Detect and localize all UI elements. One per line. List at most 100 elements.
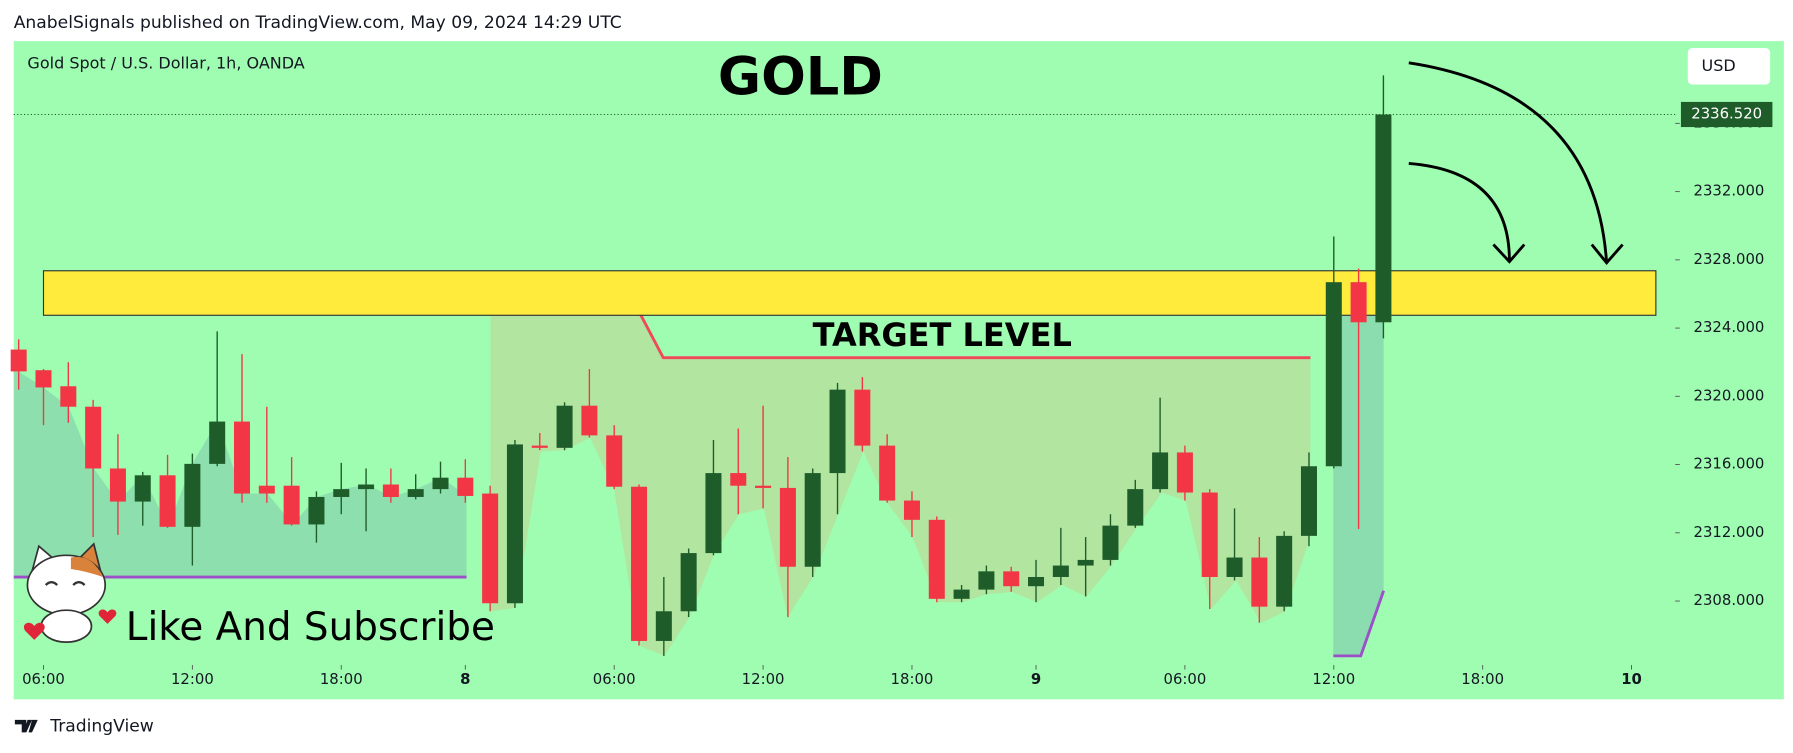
candle-body: [233, 421, 251, 494]
candle-body: [407, 489, 424, 497]
candle-body: [333, 489, 350, 497]
candle-body: [755, 485, 772, 488]
candle-body: [1375, 114, 1392, 323]
x-tick-label: 06:00: [22, 670, 65, 688]
mark-layer: [10, 75, 1676, 656]
candle-body: [1350, 282, 1367, 323]
x-tick-label: 12:00: [1312, 670, 1355, 688]
cat-eyes: [44, 581, 86, 586]
candle-body: [1127, 489, 1144, 526]
x-tick-label: 12:00: [171, 670, 214, 688]
zone-layer: [42, 270, 1657, 316]
candle-body: [606, 435, 623, 487]
candle-body: [1226, 557, 1243, 577]
currency-label: USD: [1702, 56, 1736, 75]
candle-body: [60, 386, 77, 407]
candle-body: [258, 485, 275, 494]
candle-body: [1052, 565, 1069, 577]
plot-background: [13, 41, 1784, 700]
y-tick-label: 2324.000: [1694, 318, 1765, 336]
candle-body: [978, 571, 995, 590]
arrow: [1408, 161, 1511, 261]
candle-body: [1176, 452, 1193, 493]
candle-body: [382, 484, 399, 497]
y-tick-label: 2320.000: [1694, 386, 1765, 404]
cat-body: [40, 609, 93, 644]
candle-body: [1300, 466, 1317, 536]
arrow-head: [1492, 243, 1526, 264]
last-price-label: 2336.520: [1691, 104, 1762, 122]
candle-body: [482, 493, 499, 604]
candle-body: [506, 444, 523, 604]
shaded-area: [13, 349, 467, 578]
candle-body: [879, 445, 896, 501]
candle-body: [655, 611, 672, 641]
y-tick-label: 2332.000: [1694, 182, 1765, 200]
candle-body: [804, 473, 821, 567]
arrows: [1408, 61, 1624, 266]
cat-patch: [70, 556, 103, 578]
annotation: Like And Subscribe: [126, 605, 495, 650]
candle-body: [928, 519, 945, 599]
x-tick-label: 18:00: [1461, 670, 1504, 688]
candle-body: [1251, 557, 1268, 607]
heart: [98, 609, 117, 624]
candle-body: [10, 349, 27, 372]
candle-body: [457, 477, 474, 496]
x-tick-label: 12:00: [742, 670, 785, 688]
x-tick-label: 18:00: [891, 670, 934, 688]
last-price-box: [1680, 101, 1773, 128]
y-tick-label: 2328.000: [1694, 250, 1765, 268]
target-zone: [42, 270, 1657, 316]
currency-box: [1687, 47, 1771, 85]
candle-body: [680, 553, 697, 612]
x-tick-label: 06:00: [593, 670, 636, 688]
candle-body: [35, 370, 52, 388]
zone-label: TARGET LEVEL: [813, 316, 1072, 354]
candle-body: [1276, 535, 1293, 607]
candle-body: [953, 589, 970, 599]
x-tick-label: 18:00: [320, 670, 363, 688]
candle-body: [779, 487, 796, 567]
candle-body: [134, 475, 151, 502]
candle-body: [1077, 559, 1094, 566]
candle-body: [854, 389, 871, 446]
candle-body: [85, 406, 102, 469]
y-tick-label: 2316.000: [1694, 455, 1765, 473]
arrow: [1408, 61, 1609, 263]
symbol-title: Gold Spot / U.S. Dollar, 1h, OANDA: [27, 53, 304, 72]
x-tick-label: 10: [1621, 670, 1642, 688]
y-tick-label: 2312.000: [1694, 523, 1765, 541]
candle-body: [903, 500, 920, 520]
candle-body: [705, 473, 722, 554]
candle-body: [631, 486, 648, 641]
candle-body: [209, 421, 226, 464]
candle-body: [1003, 571, 1020, 587]
candle-body: [432, 477, 449, 490]
y-tick-label: 2308.000: [1694, 591, 1765, 609]
candle-body: [159, 475, 176, 527]
candle-body: [581, 405, 598, 436]
x-tick-label: 9: [1031, 670, 1041, 688]
footer-logo: [14, 719, 38, 733]
logo-mark: [14, 719, 38, 733]
candle-body: [308, 496, 325, 525]
purple-line: [1333, 590, 1385, 658]
candle-body: [1028, 576, 1045, 587]
arrow-head: [1590, 243, 1624, 266]
x-tick-label: 8: [460, 670, 470, 688]
candle-body: [556, 405, 573, 448]
candle-body: [1201, 492, 1218, 577]
candle-body: [829, 389, 846, 474]
candle-body: [531, 445, 548, 448]
candle-body: [358, 484, 375, 490]
footer-brand: TradingView: [49, 717, 154, 737]
heart: [23, 622, 45, 640]
candle-body: [1102, 525, 1119, 560]
candle-body: [1152, 452, 1169, 490]
candle-body: [184, 463, 201, 527]
publish-header: AnabelSignals published on TradingView.c…: [14, 13, 622, 33]
candle-body: [1325, 282, 1342, 467]
